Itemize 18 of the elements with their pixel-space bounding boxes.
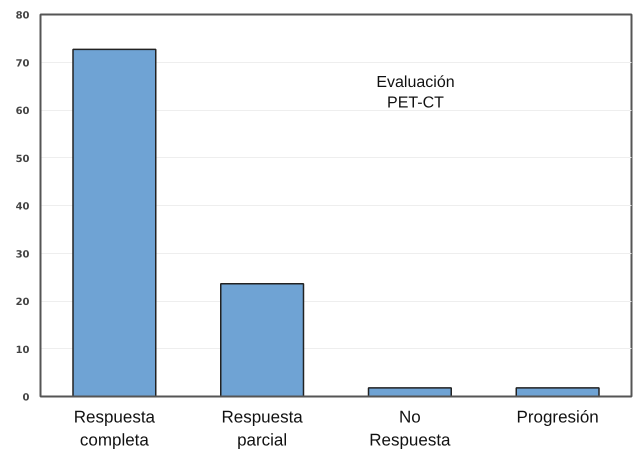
annotation: Evaluación PET-CT bbox=[376, 74, 455, 112]
x-tick-label: Progresión bbox=[516, 408, 599, 426]
y-tick-label: 80 bbox=[16, 10, 30, 22]
y-tick-label: 60 bbox=[16, 106, 30, 117]
y-tick-label: 50 bbox=[16, 154, 30, 165]
y-tick-label: 20 bbox=[16, 297, 30, 308]
x-tick-label: Respuesta completa bbox=[74, 408, 156, 450]
bar bbox=[516, 387, 600, 396]
bar bbox=[220, 283, 304, 396]
bar bbox=[368, 387, 452, 396]
bar bbox=[72, 48, 156, 396]
y-tick-label: 0 bbox=[22, 392, 30, 404]
y-tick-label: 70 bbox=[16, 58, 30, 70]
y-tick-label: 30 bbox=[16, 249, 30, 260]
x-tick-label: Respuesta parcial bbox=[221, 408, 304, 450]
x-tick-label: No Respuesta bbox=[369, 408, 452, 450]
y-tick-label: 40 bbox=[16, 202, 30, 212]
y-tick-label: 10 bbox=[16, 344, 30, 356]
